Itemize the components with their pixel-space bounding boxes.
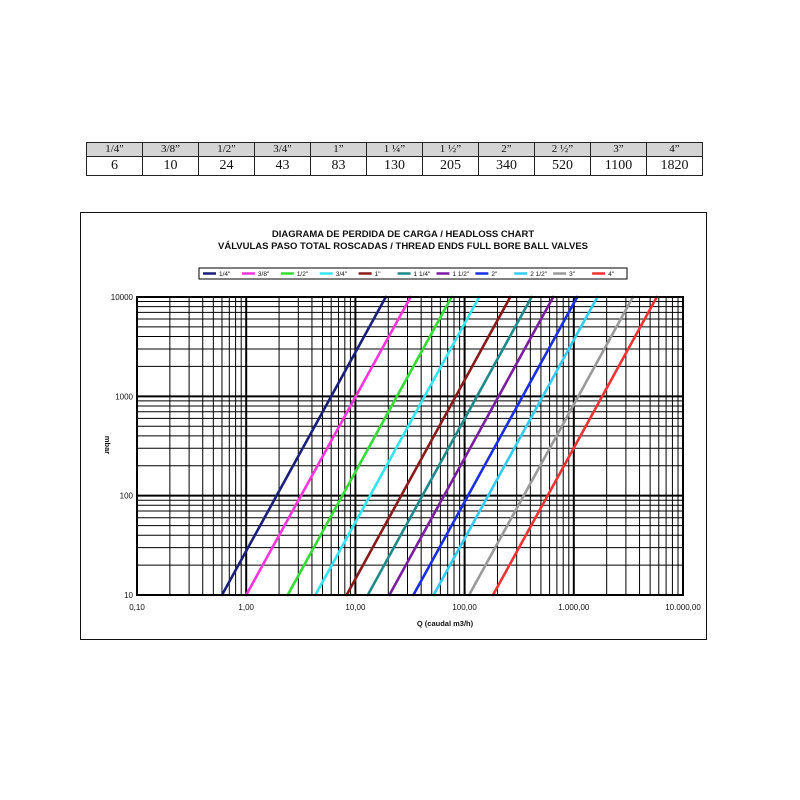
- legend-entry-label: 4": [608, 271, 615, 278]
- size-header-cell: 3/8”: [142, 142, 199, 157]
- size-header-cell: 1/4": [86, 142, 143, 157]
- size-header-cell: 1 ½”: [422, 142, 479, 157]
- x-tick-labels: 0,10 1,00 10,00 100,00 1.000,00 10.000,00: [129, 603, 701, 612]
- series-line: [366, 295, 533, 597]
- size-header-cell: 4”: [646, 142, 703, 157]
- y-tick-label: 100: [120, 492, 134, 501]
- cv-value-cell: 43: [254, 156, 311, 176]
- x-tick-label: 10,00: [345, 603, 366, 612]
- size-header-cell: 1 ¼”: [366, 142, 423, 157]
- series-line: [432, 295, 599, 597]
- series-line: [220, 295, 388, 597]
- legend-entry-label: 1/4": [219, 271, 231, 278]
- grid-major: [137, 297, 683, 595]
- headloss-chart: DIAGRAMA DE PERDIDA DE CARGA / HEADLOSS …: [103, 229, 701, 628]
- legend-entry-label: 3/4": [336, 271, 348, 278]
- size-header-cell: 3/4": [254, 142, 311, 157]
- x-tick-label: 10.000,00: [665, 603, 701, 612]
- series-line: [314, 295, 481, 597]
- y-tick-label: 10: [124, 591, 133, 600]
- series-line: [467, 295, 635, 597]
- cv-value-row: 6 10 24 43 83 130 205 340 520 1100 1820: [86, 156, 703, 176]
- legend-entry-label: 1/2": [297, 271, 309, 278]
- size-header-cell: 2”: [478, 142, 535, 157]
- series-line: [388, 295, 555, 597]
- legend-entry-label: 3/8": [258, 271, 270, 278]
- cv-value-cell: 6: [86, 156, 143, 176]
- legend-entry-label: 2": [491, 271, 498, 278]
- headloss-chart-frame: DIAGRAMA DE PERDIDA DE CARGA / HEADLOSS …: [80, 212, 707, 640]
- chart-subtitle: VÁLVULAS PASO TOTAL ROSCADAS / THREAD EN…: [218, 241, 588, 252]
- x-axis-label: Q (caudal m3/h): [417, 619, 474, 628]
- size-header-cell: 1”: [310, 142, 367, 157]
- grid-minor: [137, 297, 683, 595]
- plot-border: [136, 296, 684, 596]
- x-tick-label: 1,00: [238, 603, 254, 612]
- y-tick-labels: 10000 1000 100 10: [111, 293, 134, 600]
- series-line: [286, 295, 453, 597]
- series-line: [412, 295, 579, 597]
- size-header-cell: 1/2": [198, 142, 255, 157]
- x-tick-label: 1.000,00: [558, 603, 590, 612]
- x-tick-label: 100,00: [452, 603, 477, 612]
- legend-box: [198, 267, 628, 280]
- legend-entry-label: 1 1/2": [452, 271, 469, 278]
- x-tick-label: 0,10: [129, 603, 145, 612]
- cv-value-cell: 1100: [590, 156, 647, 176]
- cv-value-cell: 130: [366, 156, 423, 176]
- chart-title: DIAGRAMA DE PERDIDA DE CARGA / HEADLOSS …: [272, 229, 535, 240]
- size-header-cell: 2 ½”: [534, 142, 591, 157]
- y-axis-label: mbar: [103, 436, 112, 454]
- cv-value-cell: 1820: [646, 156, 703, 176]
- cv-value-cell: 340: [478, 156, 535, 176]
- size-header-cell: 3”: [590, 142, 647, 157]
- chart-legend: 1/4" 3/8" 1/2" 3/4" 1" 1 1/4" 1 1/2" 2" 2 1/2" 3"…: [198, 267, 628, 280]
- size-header-row: 1/4" 3/8” 1/2" 3/4" 1” 1 ¼” 1 ½” 2” 2 ½” 3” 4”: [86, 142, 703, 157]
- legend-entry-label: 3": [569, 271, 576, 278]
- legend-entry-label: 1": [375, 271, 382, 278]
- cv-value-cell: 10: [142, 156, 199, 176]
- legend-entry-label: 2 1/2": [530, 271, 547, 278]
- cv-value-cell: 24: [198, 156, 255, 176]
- y-tick-label: 1000: [115, 392, 133, 401]
- series-line: [244, 295, 412, 597]
- series-line: [491, 295, 659, 597]
- series-lines: [220, 295, 659, 597]
- cv-value-cell: 205: [422, 156, 479, 176]
- cv-table: 1/4" 3/8” 1/2" 3/4" 1” 1 ¼” 1 ½” 2” 2 ½” 3” 4” 6 10…: [86, 142, 703, 176]
- cv-value-cell: 83: [310, 156, 367, 176]
- cv-value-cell: 520: [534, 156, 591, 176]
- legend-entry-label: 1 1/4": [414, 271, 431, 278]
- y-tick-label: 10000: [111, 293, 134, 302]
- series-line: [345, 295, 512, 597]
